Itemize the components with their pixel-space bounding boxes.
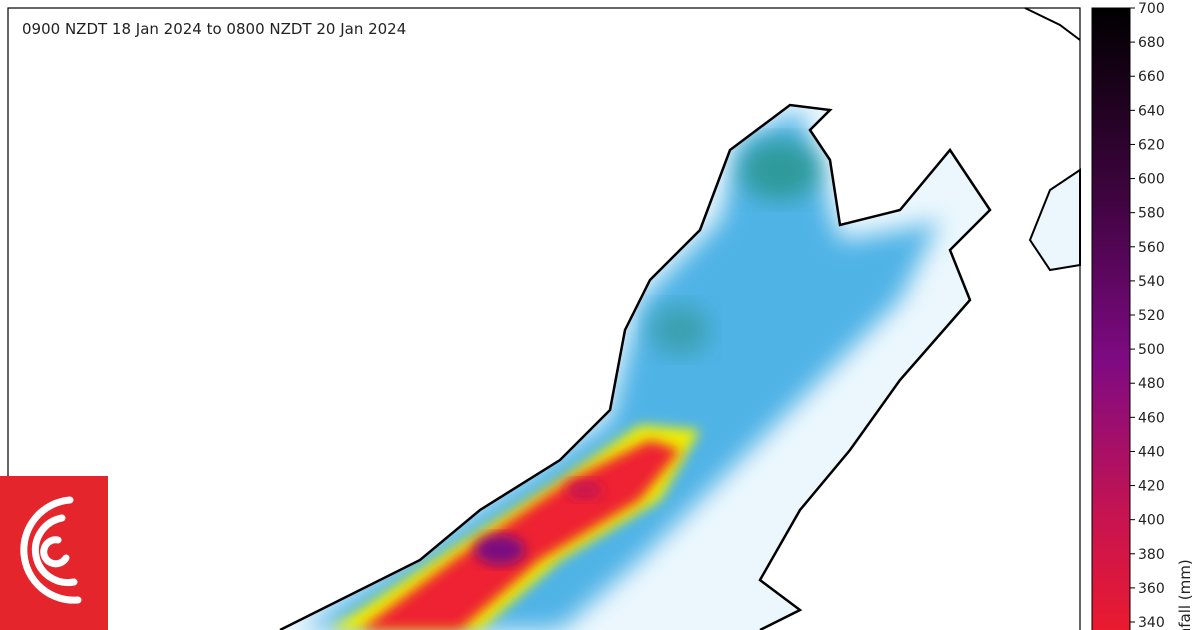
colorbar-tick-label: 700 [1138, 1, 1165, 17]
colorbar-tick-label: 480 [1138, 376, 1165, 392]
logo-spiral [20, 496, 82, 604]
colorbar-tick-label: 580 [1138, 206, 1165, 222]
north-island [1028, 168, 1081, 272]
colorbar-tick-label: 420 [1138, 479, 1165, 495]
colorbar-tick-label: 600 [1138, 172, 1165, 188]
colorbar-tick-label: 440 [1138, 444, 1165, 460]
colorbar-tick-label: 680 [1138, 35, 1165, 51]
colorbar-tick-label: 400 [1138, 513, 1165, 529]
colorbar-tick-label: 380 [1138, 547, 1165, 563]
colorbar-tick-label: 660 [1138, 69, 1165, 85]
land [279, 7, 1081, 630]
colorbar-tick-label: 360 [1138, 581, 1165, 597]
colorbar-tick-label: 500 [1138, 342, 1165, 358]
colorbar-tick-label: 460 [1138, 410, 1165, 426]
coastline-north [1024, 7, 1081, 41]
period-label: 0900 NZDT 18 Jan 2024 to 0800 NZDT 20 Ja… [22, 20, 406, 38]
colorbar-tick-label: 540 [1138, 274, 1165, 290]
logo-background [0, 476, 108, 630]
rnz-logo [0, 476, 108, 630]
coastline [279, 103, 992, 630]
map-frame [7, 7, 1081, 630]
colorbar-tick-label: 640 [1138, 103, 1165, 119]
colorbar-ticks: 340 360 380 400 420 440 460 480 500 520 540 560 580 6… [1130, 1, 1165, 630]
rain-field [300, 110, 940, 630]
colorbar-tick-label: 560 [1138, 240, 1165, 256]
colorbar-tick-label: 340 [1138, 615, 1165, 630]
colorbar-label: Rainfall (mm) [1176, 559, 1194, 630]
colorbar-tick-label: 520 [1138, 308, 1165, 324]
colorbar [1091, 7, 1131, 630]
colorbar-tick-label: 620 [1138, 137, 1165, 153]
